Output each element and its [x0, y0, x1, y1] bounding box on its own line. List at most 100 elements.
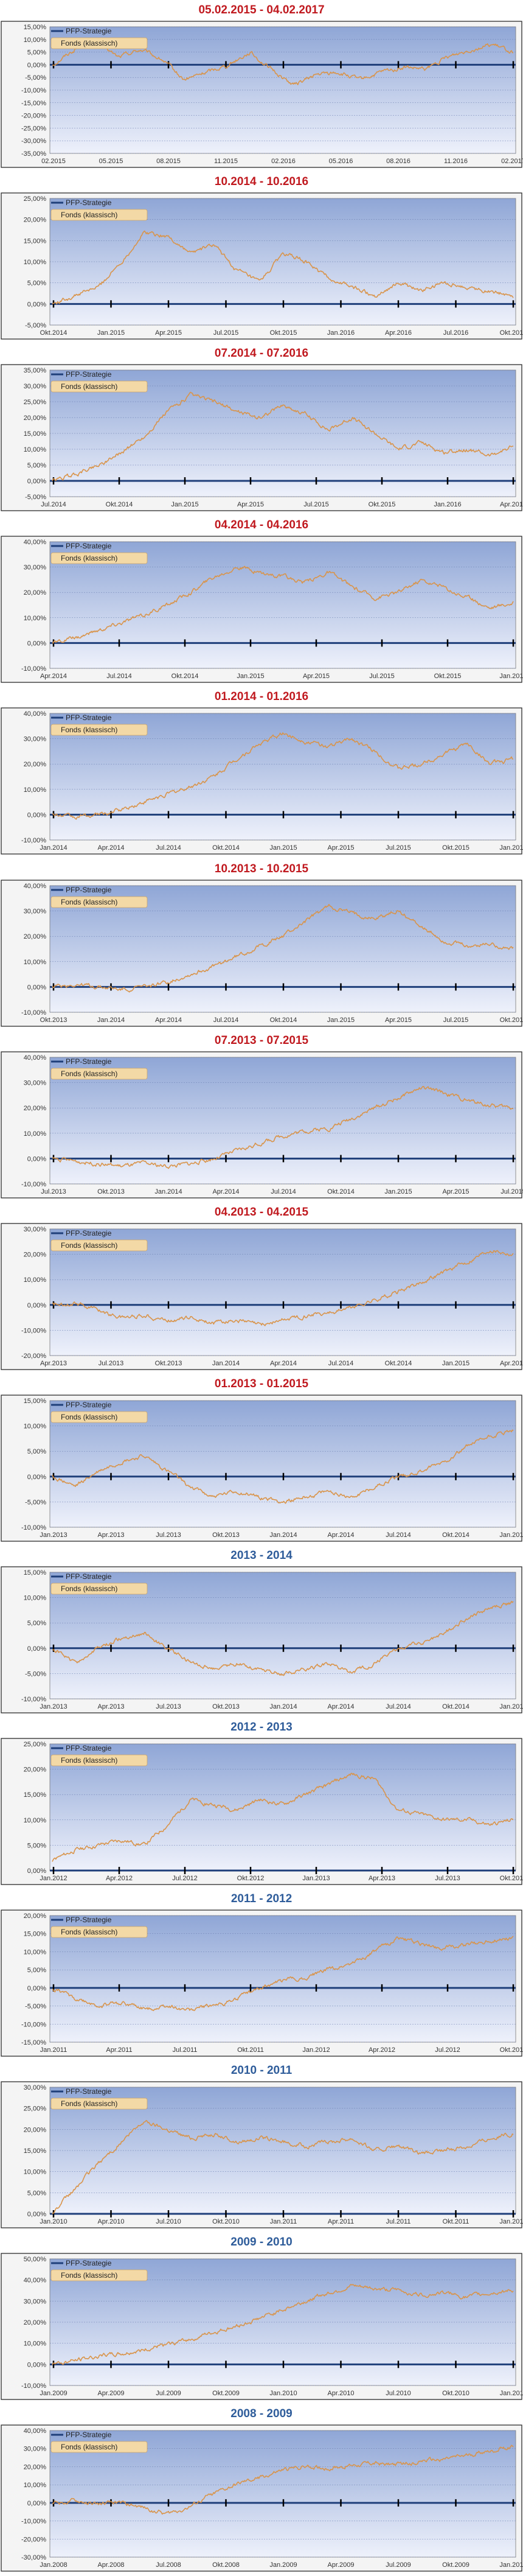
x-tick-label: 05.2016 [329, 158, 353, 165]
legend-fund-label: Fonds (klassisch) [61, 1069, 117, 1078]
x-tick-label: Jul.2012 [172, 1875, 198, 1882]
legend-fund-box [50, 1926, 148, 1938]
legend-strategy-label: PFP-Strategie [66, 370, 112, 379]
x-tick-label: Jan.2014 [269, 1531, 297, 1539]
legend-fund-box [50, 1754, 148, 1766]
y-tick-label: 0,00% [27, 1867, 46, 1875]
x-tick-label: Jul.2016 [443, 329, 469, 337]
y-tick-label: -5,00% [25, 1499, 46, 1506]
x-tick-label: Apr.2013 [369, 1875, 395, 1882]
legend-fund-label: Fonds (klassisch) [61, 1413, 117, 1421]
chart-panel: 10.2013 - 10.2015 40,00% 30,00% 20,00% 10,00… [0, 859, 523, 1031]
x-tick-label: Okt.2012 [500, 2046, 523, 2054]
chart-title: 05.02.2015 - 04.02.2017 [198, 4, 325, 16]
chart-svg: 40,00%30,00%20,00%10,00%0,00%-10,00%Okt.… [1, 879, 523, 1027]
y-tick-label: 40,00% [24, 2277, 47, 2284]
legend: PFP-Strategie Fonds (klassisch) [50, 2431, 148, 2453]
chart-title: 2009 - 2010 [230, 2236, 293, 2249]
x-tick-label: Okt.2016 [500, 329, 523, 337]
legend-strategy-label: PFP-Strategie [66, 1401, 112, 1409]
x-tick-label: Okt.2013 [212, 1531, 240, 1539]
y-tick-label: 25,00% [24, 195, 47, 203]
series-fonds-klassisch-line [52, 2284, 514, 2365]
x-tick-label: Apr.2015 [155, 329, 182, 337]
legend-fund-box [50, 380, 148, 393]
x-tick-label: Apr.2014 [155, 1017, 182, 1024]
chart-svg: 15,00%10,00%5,00%0,00%-5,00%-10,00%Jan.2… [1, 1566, 523, 1713]
legend: PFP-Strategie Fonds (klassisch) [50, 2259, 148, 2281]
x-tick-label: Apr.2010 [327, 2390, 354, 2397]
y-tick-label: -30,00% [21, 138, 46, 145]
y-tick-label: -5,00% [25, 74, 46, 82]
x-tick-label: Okt.2011 [443, 2218, 469, 2225]
x-tick-label: Jan.2014 [97, 1017, 125, 1024]
y-tick-label: -25,00% [21, 125, 46, 132]
y-tick-label: 15,00% [24, 2147, 47, 2155]
y-tick-label: 20,00% [24, 2319, 47, 2326]
x-tick-label: Jan.2010 [40, 2218, 67, 2225]
x-tick-label: 11.2016 [444, 158, 468, 165]
y-tick-label: 10,00% [24, 2169, 47, 2176]
legend: PFP-Strategie Fonds (klassisch) [50, 1401, 148, 1423]
y-tick-label: 5,00% [27, 462, 46, 469]
legend-fund-label: Fonds (klassisch) [61, 1584, 117, 1593]
x-tick-label: Apr.2010 [97, 2218, 124, 2225]
x-tick-label: Jan.2013 [302, 1875, 330, 1882]
x-tick-label: Jan.2014 [40, 844, 67, 852]
y-tick-label: -5,00% [25, 322, 46, 329]
legend-strategy-label: PFP-Strategie [66, 1572, 112, 1581]
x-tick-label: 02.2017 [501, 158, 523, 165]
chart-panel: 07.2014 - 07.2016 35,00% 30,00% 25,00% 20,00… [0, 343, 523, 515]
series-fonds-klassisch-line [52, 565, 514, 644]
y-tick-label: 10,00% [24, 1949, 47, 1956]
y-tick-label: 5,00% [27, 2190, 46, 2197]
legend: PFP-Strategie Fonds (klassisch) [50, 1057, 148, 1079]
y-tick-label: 40,00% [24, 710, 47, 718]
y-tick-label: 25,00% [24, 2105, 47, 2113]
x-tick-label: Jan.2012 [499, 2218, 523, 2225]
x-tick-label: Okt.2013 [155, 1360, 182, 1367]
chart-svg: 25,00% 20,00% 15,00% 10,00% 5,00% 0,00% -5,00%… [1, 192, 523, 340]
y-tick-label: 5,00% [27, 1620, 46, 1627]
x-tick-label: Apr.2015 [385, 1017, 412, 1024]
series-fonds-klassisch-line [52, 40, 514, 85]
x-tick-label: Okt.2012 [237, 1875, 265, 1882]
chart-panel: 01.2013 - 01.2015 15,00% 10,00% 5,00% 0,00% -… [0, 1374, 523, 1545]
x-tick-label: Jul.2012 [435, 2046, 460, 2054]
x-tick-label: Okt.2013 [97, 1188, 125, 1195]
chart-title: 10.2014 - 10.2016 [214, 175, 309, 189]
chart-panel: 2009 - 2010 50,00% 40,00% 30,00% 20,00% 10,00… [0, 2232, 523, 2404]
chart-svg: 30,00%20,00%10,00%0,00%-10,00%-20,00%Apr… [1, 1223, 523, 1370]
x-tick-label: Okt.2015 [369, 501, 396, 508]
x-tick-label: Okt.2015 [442, 844, 469, 852]
y-tick-label: -35,00% [21, 150, 46, 158]
x-tick-label: Jan.2015 [327, 1017, 355, 1024]
y-tick-label: 30,00% [24, 1226, 47, 1233]
y-tick-label: 10,00% [24, 1594, 47, 1601]
y-tick-label: 10,00% [24, 1423, 47, 1430]
x-tick-label: Apr.2014 [270, 1360, 297, 1367]
chart-panel: 04.2014 - 04.2016 40,00% 30,00% 20,00% 10,00… [0, 515, 523, 687]
y-tick-label: 30,00% [24, 2084, 47, 2091]
x-tick-label: Jul.2009 [156, 2390, 181, 2397]
y-tick-label: 0,00% [27, 1474, 46, 1481]
x-tick-label: Apr.2011 [328, 2218, 354, 2225]
x-tick-label: Jan.2016 [434, 501, 461, 508]
y-tick-label: 0,00% [27, 61, 46, 69]
x-tick-label: Apr.2009 [327, 2561, 354, 2569]
legend-fund-label: Fonds (klassisch) [61, 1928, 117, 1936]
y-tick-label: 5,00% [27, 1842, 46, 1849]
chart-title: 10.2013 - 10.2015 [214, 862, 309, 875]
x-tick-label: Jul.2013 [41, 1188, 66, 1195]
x-tick-label: Apr.2012 [106, 1875, 133, 1882]
x-tick-label: Jan.2015 [384, 1188, 412, 1195]
y-tick-label: 20,00% [24, 933, 47, 940]
x-tick-label: Apr.2015 [237, 501, 264, 508]
legend: PFP-Strategie Fonds (klassisch) [50, 1916, 148, 1938]
y-tick-label: -10,00% [21, 1524, 46, 1531]
chart-title: 2010 - 2011 [230, 2064, 293, 2077]
y-tick-label: 10,00% [24, 786, 47, 794]
x-tick-label: Apr.2016 [500, 501, 523, 508]
chart-title: 01.2014 - 01.2016 [214, 690, 309, 704]
x-tick-label: Jan.2015 [499, 1703, 523, 1710]
